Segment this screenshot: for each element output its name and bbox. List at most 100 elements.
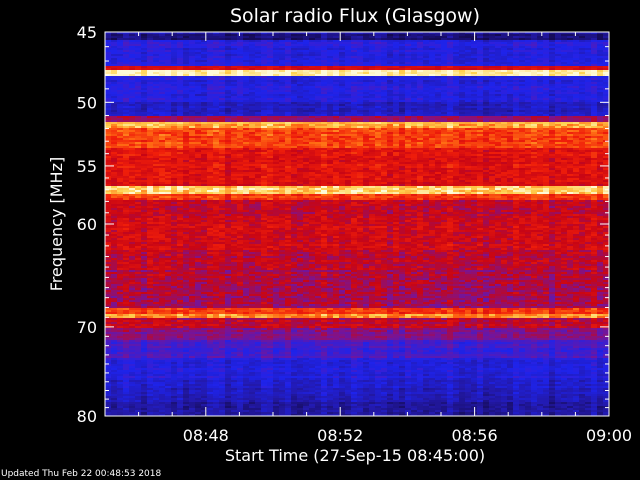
spectrogram-cell (165, 120, 171, 122)
spectrogram-cell (105, 100, 111, 102)
spectrogram-cell (321, 60, 327, 62)
spectrogram-cell (597, 98, 603, 100)
spectrogram-cell (447, 52, 453, 54)
spectrogram-cell (477, 120, 483, 122)
spectrogram-cell (441, 130, 447, 132)
spectrogram-cell (513, 56, 519, 58)
spectrogram-cell (123, 42, 129, 44)
spectrogram-cell (297, 140, 303, 142)
spectrogram-cell (369, 140, 375, 142)
spectrogram-cell (201, 126, 207, 128)
spectrogram-cell (501, 128, 507, 130)
spectrogram-cell (177, 78, 183, 80)
spectrogram-cell (141, 128, 147, 130)
spectrogram-cell (183, 90, 189, 92)
spectrogram-cell (165, 108, 171, 110)
spectrogram-cell (147, 142, 153, 144)
spectrogram-cell (579, 34, 585, 36)
spectrogram-cell (513, 146, 519, 148)
spectrogram-cell (501, 122, 507, 124)
spectrogram-cell (549, 146, 555, 148)
spectrogram-cell (603, 78, 609, 80)
spectrogram-cell (237, 90, 243, 92)
spectrogram-cell (159, 42, 165, 44)
spectrogram-cell (531, 74, 537, 76)
spectrogram-cell (573, 124, 579, 126)
spectrogram-row (105, 122, 609, 124)
spectrogram-cell (387, 148, 393, 150)
spectrogram-cell (279, 142, 285, 144)
spectrogram-cell (489, 50, 495, 52)
spectrogram-cell (573, 116, 579, 118)
spectrogram-cell (597, 104, 603, 106)
spectrogram-cell (417, 98, 423, 100)
spectrogram-cell (489, 148, 495, 150)
spectrogram-cell (399, 114, 405, 116)
spectrogram-cell (267, 78, 273, 80)
spectrogram-cell (171, 130, 177, 132)
spectrogram-cell (345, 98, 351, 100)
spectrogram-cell (153, 64, 159, 66)
spectrogram-cell (465, 56, 471, 58)
spectrogram-cell (315, 50, 321, 52)
spectrogram-cell (159, 122, 165, 124)
spectrogram-cell (111, 64, 117, 66)
spectrogram-cell (459, 104, 465, 106)
spectrogram-cell (105, 136, 111, 138)
spectrogram-cell (405, 84, 411, 86)
spectrogram-cell (303, 88, 309, 90)
spectrogram-cell (117, 118, 123, 120)
spectrogram-cell (435, 84, 441, 86)
spectrogram-cell (195, 98, 201, 100)
spectrogram-cell (261, 42, 267, 44)
spectrogram-cell (573, 140, 579, 142)
spectrogram-cell (141, 116, 147, 118)
spectrogram-cell (117, 40, 123, 42)
spectrogram-cell (483, 116, 489, 118)
spectrogram-cell (303, 130, 309, 132)
spectrogram-cell (435, 74, 441, 76)
spectrogram-cell (249, 120, 255, 122)
spectrogram-cell (375, 32, 381, 34)
spectrogram-cell (411, 76, 417, 78)
spectrogram-cell (561, 92, 567, 94)
spectrogram-cell (429, 120, 435, 122)
spectrogram-cell (249, 38, 255, 40)
spectrogram-cell (171, 38, 177, 40)
spectrogram-cell (147, 106, 153, 108)
spectrogram-cell (381, 34, 387, 36)
spectrogram-cell (291, 112, 297, 114)
spectrogram-cell (393, 98, 399, 100)
spectrogram-cell (345, 62, 351, 64)
spectrogram-cell (489, 68, 495, 70)
spectrogram-cell (525, 36, 531, 38)
spectrogram-cell (315, 90, 321, 92)
spectrogram-cell (495, 60, 501, 62)
spectrogram-cell (291, 80, 297, 82)
spectrogram-cell (585, 84, 591, 86)
spectrogram-cell (579, 64, 585, 66)
spectrogram-cell (489, 34, 495, 36)
spectrogram-cell (315, 36, 321, 38)
spectrogram-cell (105, 44, 111, 46)
spectrogram-cell (555, 110, 561, 112)
spectrogram-cell (285, 102, 291, 104)
spectrogram-cell (285, 114, 291, 116)
spectrogram-cell (411, 40, 417, 42)
spectrogram-cell (471, 52, 477, 54)
spectrogram-cell (333, 66, 339, 68)
spectrogram-cell (345, 102, 351, 104)
spectrogram-cell (237, 72, 243, 74)
spectrogram-cell (285, 32, 291, 34)
spectrogram-cell (219, 146, 225, 148)
spectrogram-cell (219, 46, 225, 48)
spectrogram-cell (585, 42, 591, 44)
spectrogram-cell (447, 146, 453, 148)
spectrogram-cell (549, 136, 555, 138)
spectrogram-cell (579, 116, 585, 118)
spectrogram-cell (225, 114, 231, 116)
spectrogram-cell (489, 56, 495, 58)
spectrogram-cell (267, 124, 273, 126)
spectrogram-cell (393, 64, 399, 66)
spectrogram-cell (351, 38, 357, 40)
